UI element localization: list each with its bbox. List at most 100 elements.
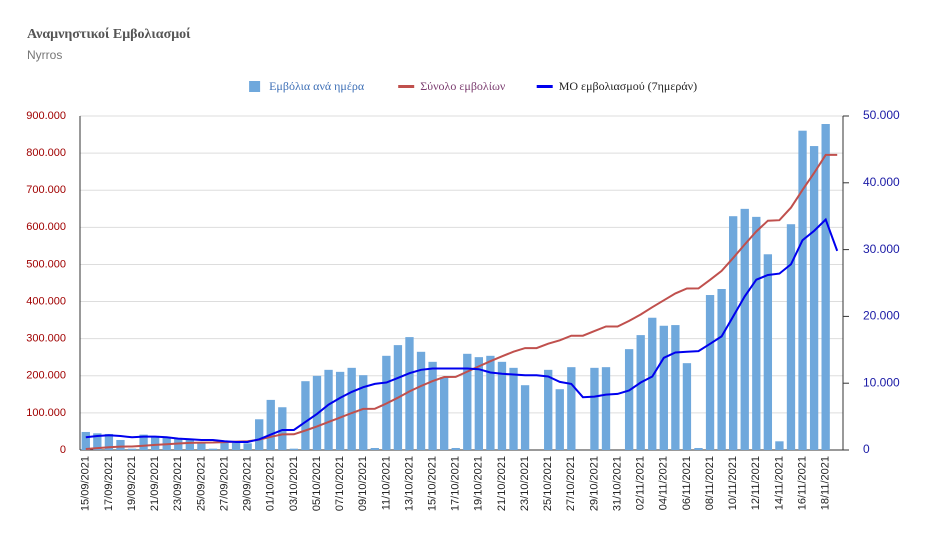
y-tick-label: 300.000: [26, 333, 66, 345]
x-tick-label: 25/09/2021: [195, 456, 207, 511]
x-tick-label: 17/10/2021: [450, 456, 462, 511]
chart-subtitle: Nyrros: [27, 48, 62, 62]
bar: [624, 349, 634, 450]
y2-tick-label: 0: [863, 442, 870, 456]
x-tick-label: 17/09/2021: [103, 456, 115, 511]
bar: [405, 337, 414, 450]
line: [85, 217, 839, 443]
x-tick-label: 10/11/2021: [727, 456, 739, 510]
bar: [324, 369, 333, 450]
bar: [729, 216, 738, 450]
bar: [717, 289, 726, 450]
bar: [116, 439, 125, 450]
x-tick-label: 27/09/2021: [218, 456, 230, 511]
bar: [359, 375, 368, 450]
bar: [127, 448, 137, 450]
bar: [509, 367, 518, 450]
y-tick-label: 700.000: [26, 184, 66, 196]
bar: [347, 367, 356, 450]
x-tick-label: 09/10/2021: [357, 456, 369, 511]
bar: [601, 367, 611, 450]
bar: [139, 434, 148, 450]
x-tick-label: 15/10/2021: [427, 456, 439, 511]
bar: [243, 443, 252, 450]
bar: [150, 435, 160, 450]
bar: [416, 351, 426, 450]
bar: [278, 407, 287, 450]
legend-swatch: [249, 81, 261, 92]
bar: [786, 224, 796, 450]
bar: [659, 325, 668, 450]
bar: [763, 254, 773, 450]
bar: [497, 361, 507, 450]
bar: [266, 399, 275, 450]
bar: [439, 377, 449, 450]
y2-tick-label: 40.000: [863, 175, 900, 189]
x-tick-label: 12/11/2021: [750, 456, 762, 510]
x-tick-label: 21/09/2021: [149, 456, 161, 511]
bar: [740, 208, 749, 450]
bar: [682, 363, 692, 450]
y-tick-label: 100.000: [26, 407, 66, 419]
x-tick-label: 02/11/2021: [635, 456, 647, 510]
bar: [636, 335, 645, 450]
x-tick-label: 14/11/2021: [773, 456, 785, 510]
x-tick-label: 27/10/2021: [565, 456, 577, 511]
y-tick-label: 200.000: [26, 370, 66, 382]
x-tick-label: 03/10/2021: [288, 456, 300, 511]
bar: [775, 441, 784, 450]
bar: [798, 130, 807, 451]
x-tick-label: 16/11/2021: [796, 456, 808, 510]
x-tick-label: 31/10/2021: [611, 456, 623, 511]
bar: [821, 124, 830, 451]
y-tick-label: 900.000: [26, 110, 66, 122]
bar: [694, 447, 703, 450]
x-tick-label: 11/10/2021: [380, 456, 392, 510]
x-tick-label: 23/09/2021: [172, 456, 184, 511]
x-tick-label: 29/09/2021: [242, 456, 254, 511]
bar: [301, 381, 310, 450]
y-tick-label: 400.000: [26, 295, 66, 307]
bar: [197, 443, 206, 450]
x-tick-label: 06/11/2021: [681, 456, 693, 510]
y2-tick-label: 20.000: [863, 309, 900, 323]
bar: [81, 431, 90, 450]
bar: [809, 146, 819, 450]
y2-tick-label: 10.000: [863, 375, 900, 389]
bar: [335, 371, 345, 450]
bar: [231, 442, 241, 450]
bar: [705, 295, 715, 450]
bar: [255, 419, 264, 450]
x-tick-label: 13/10/2021: [403, 456, 415, 511]
bar: [208, 448, 218, 450]
x-tick-label: 01/10/2021: [265, 456, 277, 511]
chart-title: Αναμνηστικοί Εμβολιασμοί: [27, 27, 191, 42]
bar: [752, 216, 761, 450]
x-tick-label: 05/10/2021: [311, 456, 323, 511]
x-tick-label: 19/10/2021: [473, 456, 485, 511]
legend-label: Εμβόλια ανά ημέρα: [269, 79, 365, 93]
x-tick-label: 23/10/2021: [519, 456, 531, 511]
y-tick-label: 600.000: [26, 221, 66, 233]
bar: [486, 355, 495, 450]
legend-label: ΜΟ εμβολιασμού (7ημεράν): [559, 79, 697, 93]
bar: [567, 367, 576, 450]
bar: [104, 433, 114, 450]
legend-label: Σύνολο εμβολίων: [420, 79, 506, 93]
y-tick-label: 800.000: [26, 147, 66, 159]
bar: [648, 317, 657, 450]
x-tick-label: 19/09/2021: [126, 456, 138, 511]
x-tick-label: 18/11/2021: [820, 456, 832, 510]
bar: [520, 385, 530, 450]
x-tick-label: 15/09/2021: [80, 456, 92, 511]
bar: [555, 389, 564, 450]
x-tick-label: 08/11/2021: [704, 456, 716, 510]
x-tick-label: 07/10/2021: [334, 456, 346, 511]
bar: [474, 357, 484, 450]
y2-tick-label: 50.000: [863, 108, 900, 122]
bar: [93, 433, 102, 450]
x-tick-label: 29/10/2021: [588, 456, 600, 511]
bar: [370, 447, 379, 450]
bar: [463, 353, 472, 450]
